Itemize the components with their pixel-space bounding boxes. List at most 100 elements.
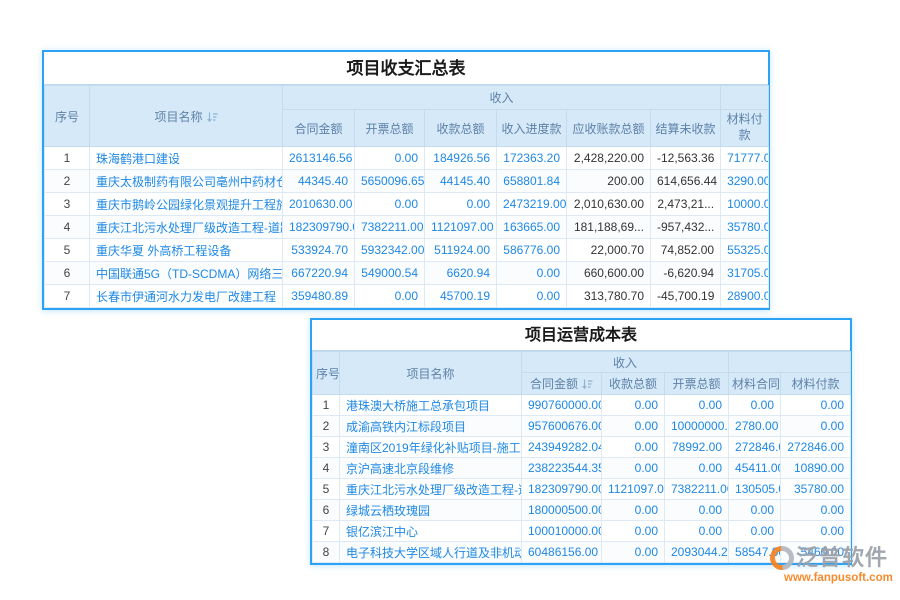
contract-amount-cell[interactable]: 957600676.00 [521,415,602,437]
income-progress-cell[interactable]: 2473219.00 [496,192,567,216]
project-name-link[interactable]: 绿城云栖玫瑰园 [339,499,522,521]
contract-amount-cell[interactable]: 667220.94 [282,261,355,285]
received-total-cell[interactable]: 6620.94 [424,261,497,285]
material-contract-cell[interactable]: 0.00 [728,520,782,542]
received-total-cell[interactable]: 45700.19 [424,284,497,308]
contract-amount-cell[interactable]: 100010000.00 [521,520,602,542]
contract-amount-cell[interactable]: 180000500.00 [521,499,602,521]
contract-amount-cell[interactable]: 2613146.56 [282,146,355,170]
material-pay-cell[interactable]: 35780.00 [720,215,770,239]
income-progress-cell[interactable]: 0.00 [496,284,567,308]
summary-col-invoiced[interactable]: 开票总额 [354,109,425,147]
invoiced-total-cell[interactable]: 5650096.65 [354,169,425,193]
invoiced-total-cell[interactable]: 10000000.00 [663,415,730,437]
material-pay-cell[interactable]: 0.00 [780,499,852,521]
invoiced-total-cell[interactable]: 7382211.00 [354,215,425,239]
summary-col-material-pay[interactable]: 材料付款 [720,109,770,147]
project-name-link[interactable]: 成渝高铁内江标段项目 [339,415,522,437]
income-progress-cell[interactable]: 172363.20 [496,146,567,170]
project-name-link[interactable]: 中国联通5G（TD-SCDMA）网络三期四川工 [89,261,283,285]
income-progress-cell[interactable]: 586776.00 [496,238,567,262]
cost-col-invoiced[interactable]: 开票总额 [663,372,730,395]
income-progress-cell[interactable]: 658801.84 [496,169,567,193]
invoiced-total-cell[interactable]: 7382211.00 [663,478,730,500]
contract-amount-cell[interactable]: 60486156.00 [521,541,602,563]
contract-amount-cell[interactable]: 533924.70 [282,238,355,262]
contract-amount-cell[interactable]: 44345.40 [282,169,355,193]
material-contract-cell[interactable]: 0.00 [728,394,782,416]
material-pay-cell[interactable]: 71777.00 [720,146,770,170]
received-total-cell[interactable]: 1121097.00 [424,215,497,239]
contract-amount-cell[interactable]: 990760000.00 [521,394,602,416]
project-name-link[interactable]: 银亿滨江中心 [339,520,522,542]
material-pay-cell[interactable]: 0.00 [780,520,852,542]
cost-col-contract[interactable]: 合同金额 [521,372,602,395]
project-name-link[interactable]: 重庆市鹅岭公园绿化景观提升工程施工 [89,192,283,216]
project-name-link[interactable]: 珠海鹤港口建设 [89,146,283,170]
summary-col-unsettled[interactable]: 结算未收款 [649,109,722,147]
sort-icon[interactable] [206,112,218,122]
contract-amount-cell[interactable]: 359480.89 [282,284,355,308]
project-name-link[interactable]: 重庆江北污水处理厂级改造工程-道路修复 [339,478,522,500]
contract-amount-cell[interactable]: 182309790.00 [521,478,602,500]
project-name-link[interactable]: 重庆华夏 外高桥工程设备 [89,238,283,262]
material-contract-cell[interactable]: 272846.00 [728,436,782,458]
summary-col-received[interactable]: 收款总额 [424,109,497,147]
invoiced-total-cell[interactable]: 549000.54 [354,261,425,285]
income-progress-cell[interactable]: 0.00 [496,261,567,285]
cost-col-material-contract[interactable]: 材料合同 [728,372,782,395]
summary-col-name[interactable]: 项目名称 [89,85,283,147]
material-pay-cell[interactable]: 35780.00 [780,478,852,500]
material-pay-cell[interactable]: 0.00 [780,394,852,416]
material-pay-cell[interactable]: 28900.00 [720,284,770,308]
material-pay-cell[interactable]: 272846.00 [780,436,852,458]
received-total-cell[interactable]: 0.00 [601,415,665,437]
contract-amount-cell[interactable]: 238223544.35 [521,457,602,479]
project-name-link[interactable]: 长春市伊通河水力发电厂改建工程 [89,284,283,308]
material-pay-cell[interactable]: 3290.00 [720,169,770,193]
received-total-cell[interactable]: 0.00 [601,520,665,542]
invoiced-total-cell[interactable]: 2093044.22 [663,541,730,563]
material-contract-cell[interactable]: 45411.00 [728,457,782,479]
received-total-cell[interactable]: 0.00 [601,436,665,458]
received-total-cell[interactable]: 0.00 [601,457,665,479]
project-name-link[interactable]: 京沪高速北京段维修 [339,457,522,479]
sort-icon[interactable] [582,379,593,389]
project-name-link[interactable]: 港珠澳大桥施工总承包项目 [339,394,522,416]
material-pay-cell[interactable]: 10890.00 [780,457,852,479]
invoiced-total-cell[interactable]: 5932342.00 [354,238,425,262]
material-pay-cell[interactable]: 31705.00 [720,261,770,285]
summary-col-receivable[interactable]: 应收账款总额 [566,109,651,147]
received-total-cell[interactable]: 44145.40 [424,169,497,193]
material-contract-cell[interactable]: 130505.00 [728,478,782,500]
invoiced-total-cell[interactable]: 0.00 [663,520,730,542]
invoiced-total-cell[interactable]: 78992.00 [663,436,730,458]
material-contract-cell[interactable]: 58547.00 [728,541,782,563]
contract-amount-cell[interactable]: 182309790.00 [282,215,355,239]
received-total-cell[interactable]: 184926.56 [424,146,497,170]
invoiced-total-cell[interactable]: 0.00 [354,284,425,308]
invoiced-total-cell[interactable]: 0.00 [354,146,425,170]
cost-col-name[interactable]: 项目名称 [339,351,522,395]
received-total-cell[interactable]: 0.00 [601,499,665,521]
cost-col-seq[interactable]: 序号 [312,351,340,395]
received-total-cell[interactable]: 0.00 [424,192,497,216]
material-pay-cell[interactable]: 0.00 [780,415,852,437]
material-contract-cell[interactable]: 0.00 [728,499,782,521]
invoiced-total-cell[interactable]: 0.00 [663,394,730,416]
received-total-cell[interactable]: 511924.00 [424,238,497,262]
invoiced-total-cell[interactable]: 0.00 [663,499,730,521]
summary-col-contract[interactable]: 合同金额 [282,109,355,147]
invoiced-total-cell[interactable]: 0.00 [663,457,730,479]
invoiced-total-cell[interactable]: 0.00 [354,192,425,216]
received-total-cell[interactable]: 1121097.00 [601,478,665,500]
received-total-cell[interactable]: 0.00 [601,541,665,563]
material-pay-cell[interactable]: 55325.00 [720,238,770,262]
summary-col-progress[interactable]: 收入进度款 [496,109,567,147]
project-name-link[interactable]: 电子科技大学区域人行道及非机动车道工 [339,541,522,563]
income-progress-cell[interactable]: 163665.00 [496,215,567,239]
material-pay-cell[interactable]: 10000.00 [720,192,770,216]
material-contract-cell[interactable]: 2780.00 [728,415,782,437]
project-name-link[interactable]: 重庆江北污水处理厂级改造工程-道路修复工 [89,215,283,239]
material-pay-cell[interactable]: 5460.00 [780,541,852,563]
